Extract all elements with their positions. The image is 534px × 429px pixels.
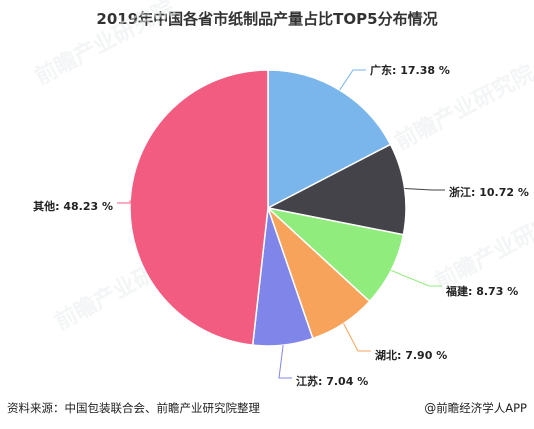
slice-label: 其他: 48.23 % <box>33 199 113 213</box>
chart-title: 2019年中国各省市纸制品产量占比TOP5分布情况 <box>96 10 438 28</box>
leader-line <box>343 323 371 352</box>
at-sign: @ <box>424 401 437 415</box>
slice-label: 湖北: 7.90 % <box>375 348 447 362</box>
pie-slice <box>129 69 269 346</box>
leader-line <box>117 200 131 204</box>
slice-label: 江苏: 7.04 % <box>296 374 368 388</box>
leader-line <box>404 187 445 191</box>
pie-slice <box>267 69 392 210</box>
pie-slices <box>129 69 407 347</box>
leader-line <box>390 269 442 287</box>
leader-line <box>278 345 292 379</box>
leader-line <box>339 69 366 91</box>
source-note: 资料来源：中国包装联合会、前瞻产业研究院整理 <box>7 401 260 415</box>
slice-label: 广东: 17.38 % <box>370 63 450 77</box>
pie-leader-lines <box>117 69 445 379</box>
slice-label: 福建: 8.73 % <box>445 284 518 298</box>
watermark-text: 前瞻产业研究院 <box>31 0 179 90</box>
watermark-text: 前瞻产业研究院 <box>431 200 534 295</box>
brand-credit: @前瞻经济学人APP <box>424 400 527 416</box>
pie-labels: 广东: 17.38 % 浙江: 10.72 % 福建: 8.73 % 湖北: 7.90… <box>33 63 529 388</box>
brand-name: 前瞻经济学人APP <box>436 401 527 415</box>
slice-label: 浙江: 10.72 % <box>449 185 529 199</box>
